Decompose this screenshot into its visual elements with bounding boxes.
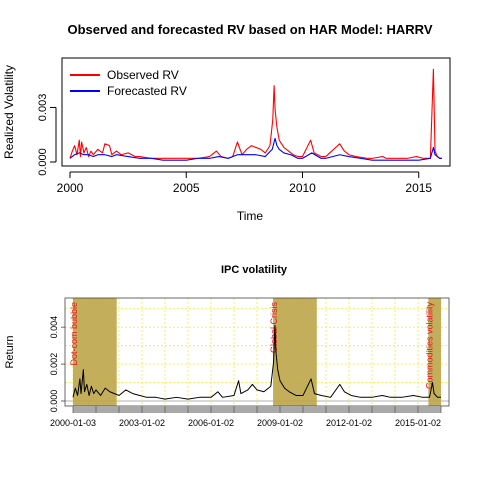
chart2-period-label: Commodities volatility — [424, 302, 434, 390]
chart1-plot-frame — [61, 57, 451, 167]
chart2-y-tick-label: 0.002 — [49, 353, 59, 376]
chart1-x-tick-label: 2015 — [405, 181, 432, 195]
chart2-x-tick-label: 2006-01-02 — [188, 418, 234, 428]
chart1-series-observed-line — [69, 68, 442, 159]
chart1-axes: 2000 2005 2010 2015 0.000 0.003 — [37, 94, 432, 195]
chart2-period-label: Global Crisis — [269, 302, 279, 354]
chart1-x-tick-label: 2005 — [173, 181, 200, 195]
chart2-series-line — [72, 324, 441, 400]
chart2-x-tick-label: 2000-01-03 — [50, 418, 96, 428]
chart2-series-group — [72, 324, 441, 400]
chart2-shaded-periods: Dot-com bubble Global Crisis Commodities v… — [69, 298, 441, 406]
chart2-shaded-period — [273, 298, 317, 406]
chart1-y-tick-label: 0.003 — [37, 94, 49, 122]
chart2-title: IPC volatility — [221, 264, 288, 276]
chart2-y-tick-label: 0.000 — [49, 390, 59, 413]
chart2-y-tick-label: 0.004 — [49, 316, 59, 339]
chart2-shaded-period — [73, 298, 117, 406]
chart2-x-tick-label: 2015-01-02 — [395, 418, 441, 428]
chart2-period-label: Dot-com bubble — [69, 302, 79, 366]
chart1-x-tick-label: 2010 — [289, 181, 316, 195]
chart2-axes: 2000-01-03 2003-01-02 2006-01-02 2009-01-02… — [49, 316, 442, 428]
chart1-ylabel: Realized Volatility — [2, 65, 16, 159]
chart2-x-tick-label: 2009-01-02 — [257, 418, 303, 428]
legend-label-observed: Observed RV — [107, 68, 179, 82]
chart1-series-group — [69, 68, 442, 161]
chart1-legend: Observed RV Forecasted RV — [70, 68, 187, 98]
chart2-ylabel: Return — [4, 335, 16, 368]
chart1-y-tick-label: 0.000 — [37, 148, 49, 176]
chart1-x-tick-label: 2000 — [57, 181, 84, 195]
legend-label-forecasted: Forecasted RV — [107, 84, 187, 98]
chart2-x-tick-label: 2012-01-02 — [326, 418, 372, 428]
chart2-x-tick-label: 2003-01-02 — [119, 418, 165, 428]
chart2-shaded-period — [428, 298, 441, 406]
chart1-xlabel: Time — [237, 209, 264, 223]
chart1-series-forecasted-line — [69, 137, 442, 161]
chart1-title: Observed and forecasted RV based on HAR … — [67, 22, 432, 37]
